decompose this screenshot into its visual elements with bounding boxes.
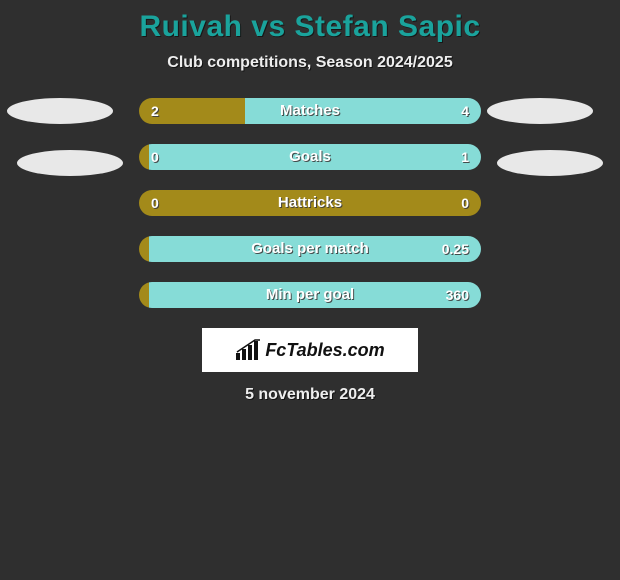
stat-row: Matches24 [139, 98, 481, 124]
bar-left [139, 98, 245, 124]
bar-track [139, 282, 481, 308]
footer-date: 5 november 2024 [0, 386, 620, 404]
player-avatar-2 [487, 98, 593, 124]
page-title: Ruivah vs Stefan Sapic [0, 6, 620, 54]
stat-row: Min per goal360 [139, 282, 481, 308]
bars-icon [235, 339, 261, 361]
bar-right [149, 236, 481, 262]
stat-row: Goals01 [139, 144, 481, 170]
bar-track [139, 144, 481, 170]
stat-row: Hattricks00 [139, 190, 481, 216]
bar-track [139, 190, 481, 216]
player-avatar-1 [7, 98, 113, 124]
logo-inner: FcTables.com [235, 339, 384, 361]
bar-left [139, 190, 481, 216]
bar-right [149, 144, 481, 170]
bar-left [139, 236, 149, 262]
bar-right [245, 98, 481, 124]
stat-row: Goals per match0.25 [139, 236, 481, 262]
player-avatar-3 [17, 150, 123, 176]
player-avatar-4 [497, 150, 603, 176]
logo-text: FcTables.com [265, 340, 384, 361]
page-subtitle: Club competitions, Season 2024/2025 [0, 54, 620, 98]
chart-area: Matches24 Goals01 Hattricks00 Goals per mat… [0, 98, 620, 308]
bar-left [139, 144, 149, 170]
comparison-widget: Ruivah vs Stefan Sapic Club competitions… [0, 0, 620, 404]
footer-logo[interactable]: FcTables.com [202, 328, 418, 372]
bar-track [139, 236, 481, 262]
bar-left [139, 282, 149, 308]
bar-right [149, 282, 481, 308]
bar-track [139, 98, 481, 124]
